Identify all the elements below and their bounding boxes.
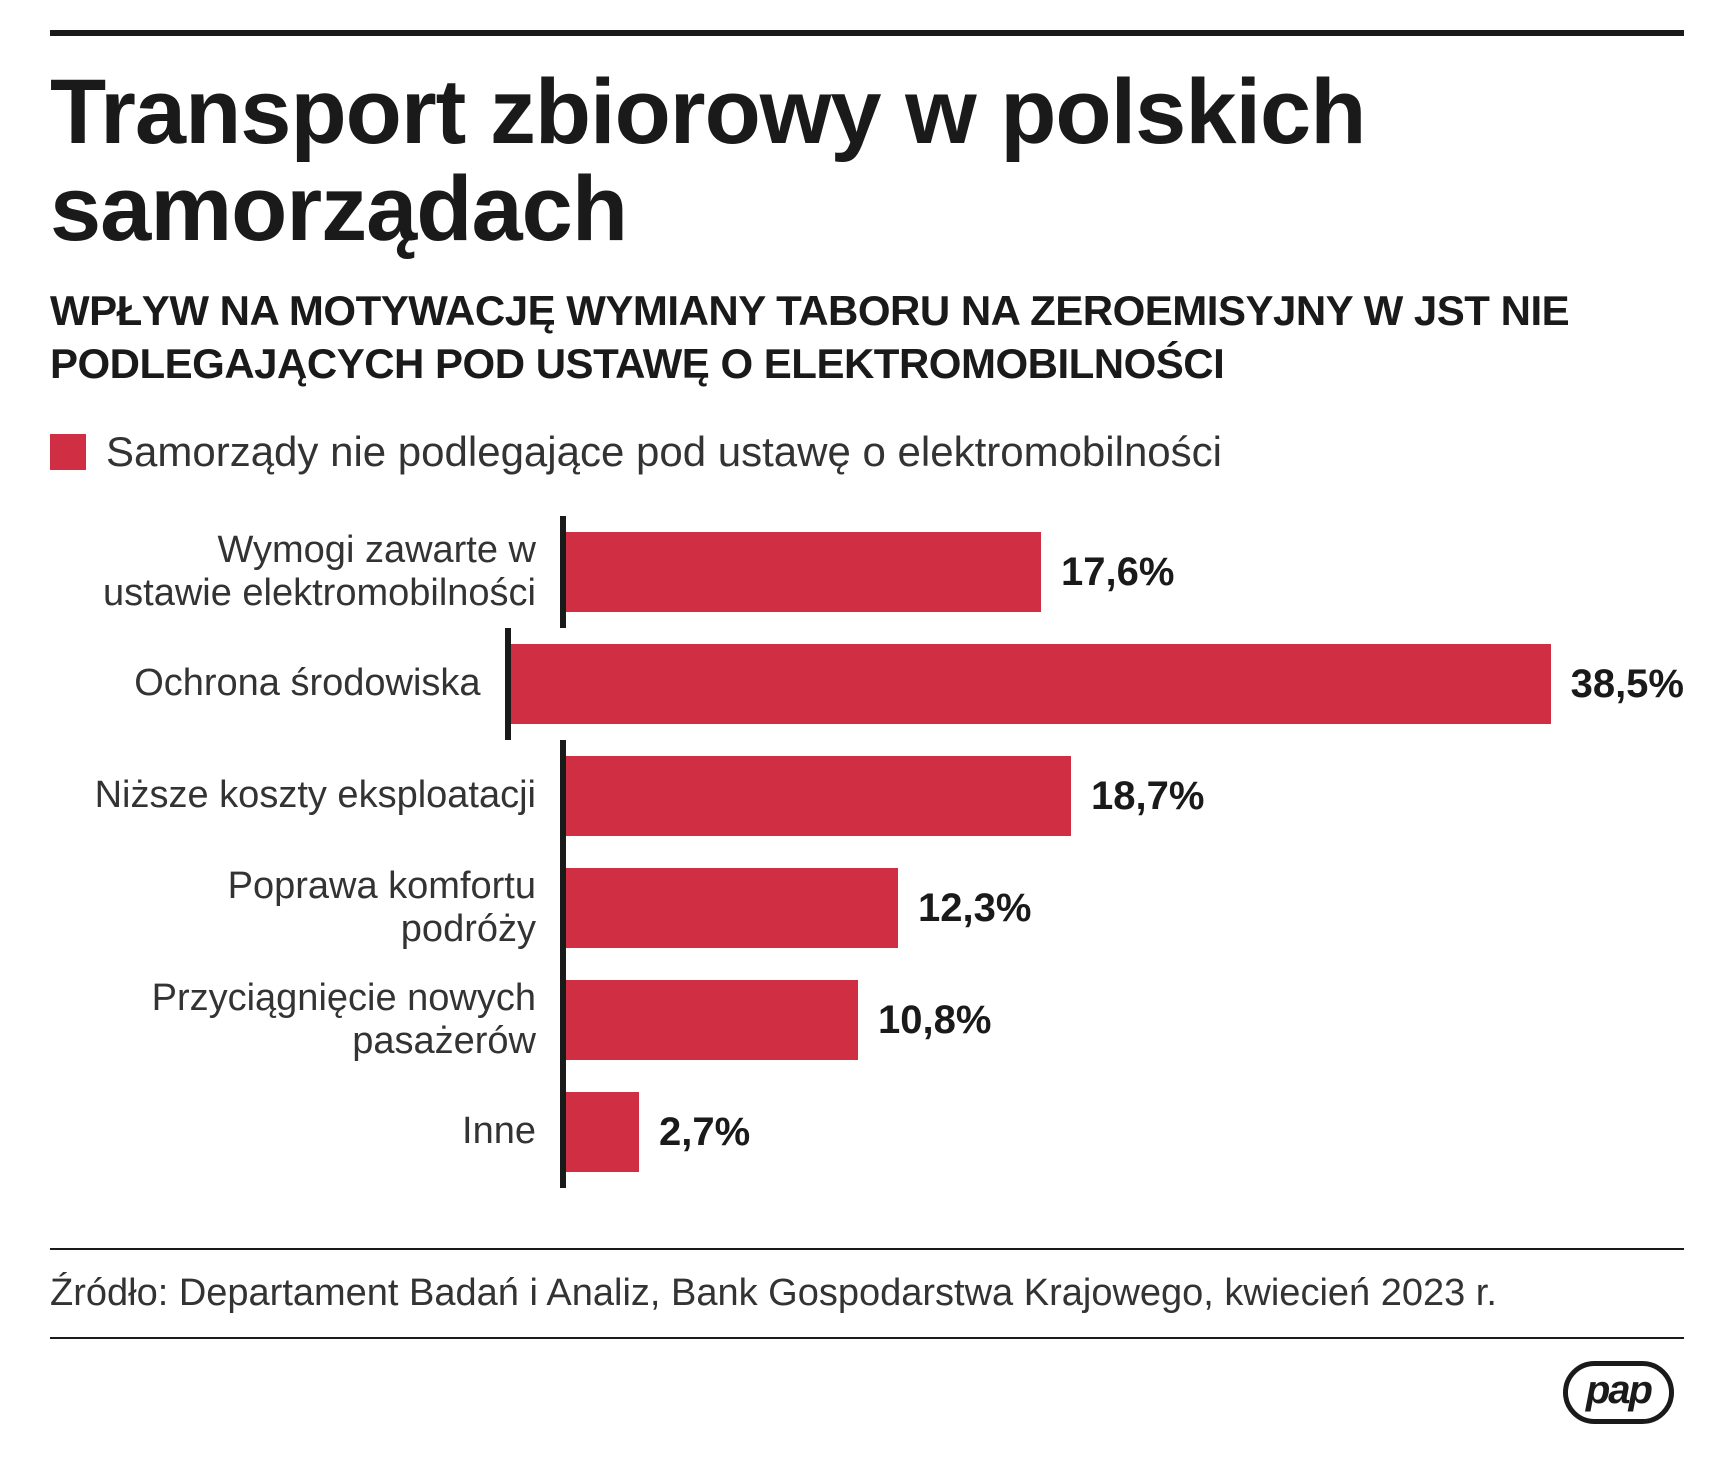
bar-zone: 18,7% [560, 740, 1684, 852]
value-label: 17,6% [1061, 550, 1174, 595]
bar [566, 1092, 639, 1172]
chart-row: Inne 2,7% [90, 1076, 1684, 1188]
bar-chart: Wymogi zawarte w ustawie elektromobilnoś… [90, 516, 1684, 1188]
value-label: 38,5% [1571, 662, 1684, 707]
source-wrap: Źródło: Departament Badań i Analiz, Bank… [50, 1248, 1684, 1339]
value-label: 12,3% [918, 886, 1031, 931]
legend: Samorządy nie podlegające pod ustawę o e… [50, 428, 1684, 476]
category-label: Ochrona środowiska [90, 662, 505, 706]
value-label: 18,7% [1091, 774, 1204, 819]
value-label: 10,8% [878, 998, 991, 1043]
category-label: Przyciągnięcie nowych pasażerów [90, 977, 560, 1064]
category-label: Poprawa komfortu podróży [90, 865, 560, 952]
bar-zone: 12,3% [560, 852, 1684, 964]
bar-zone: 2,7% [560, 1076, 1684, 1188]
bar [566, 532, 1041, 612]
chart-row: Przyciągnięcie nowych pasażerów 10,8% [90, 964, 1684, 1076]
bar [511, 644, 1551, 724]
legend-label: Samorządy nie podlegające pod ustawę o e… [106, 428, 1222, 476]
source-text: Źródło: Departament Badań i Analiz, Bank… [50, 1272, 1684, 1315]
infographic-container: Transport zbiorowy w polskich samorządac… [0, 0, 1734, 1471]
chart-row: Niższe koszty eksploatacji 18,7% [90, 740, 1684, 852]
value-label: 2,7% [659, 1110, 750, 1155]
category-label: Inne [90, 1110, 560, 1154]
chart-row: Poprawa komfortu podróży 12,3% [90, 852, 1684, 964]
chart-row: Wymogi zawarte w ustawie elektromobilnoś… [90, 516, 1684, 628]
top-rule [50, 30, 1684, 36]
bar [566, 756, 1071, 836]
bar-zone: 17,6% [560, 516, 1684, 628]
pap-logo: pap [1563, 1361, 1674, 1424]
category-label: Niższe koszty eksploatacji [90, 774, 560, 818]
chart-title: Transport zbiorowy w polskich samorządac… [50, 64, 1684, 257]
bar [566, 980, 858, 1060]
bar [566, 868, 898, 948]
bar-zone: 38,5% [505, 628, 1684, 740]
legend-swatch [50, 434, 86, 470]
chart-subtitle: WPŁYW NA MOTYWACJĘ WYMIANY TABORU NA ZER… [50, 285, 1684, 390]
bar-zone: 10,8% [560, 964, 1684, 1076]
category-label: Wymogi zawarte w ustawie elektromobilnoś… [90, 529, 560, 616]
logo-row: pap [50, 1361, 1684, 1424]
chart-row: Ochrona środowiska 38,5% [90, 628, 1684, 740]
